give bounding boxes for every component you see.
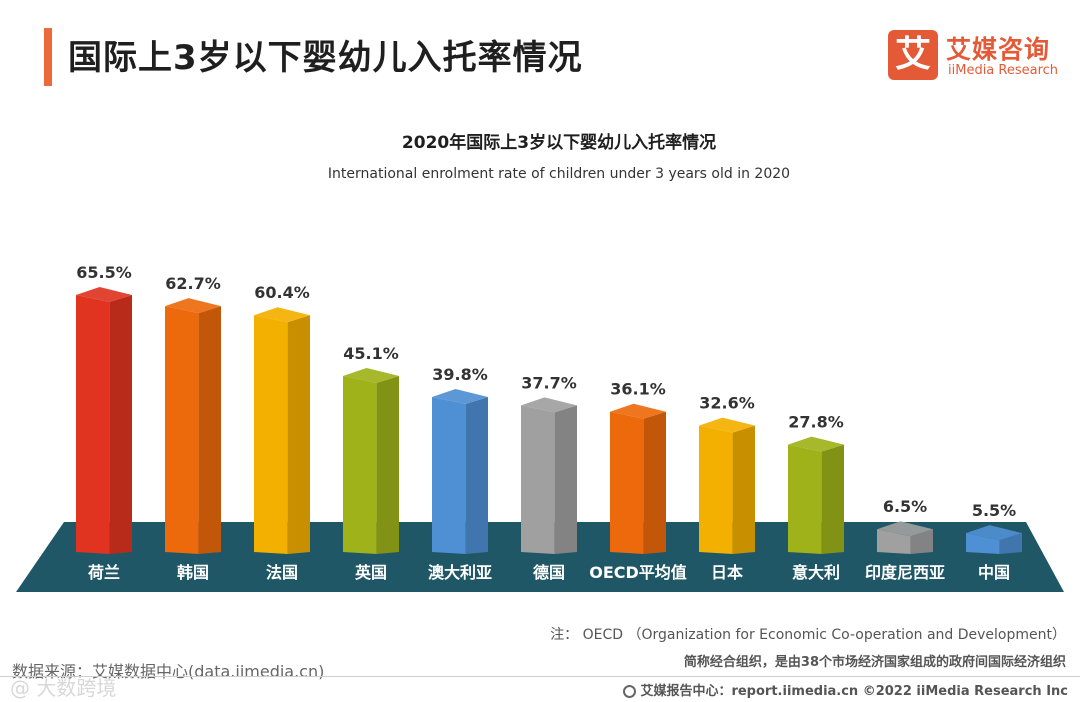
bar-top-face	[699, 417, 755, 433]
bar-side-face	[821, 444, 844, 554]
category-label-4: 澳大利亚	[428, 563, 492, 582]
bar-front-face	[343, 375, 377, 554]
data-label-2: 60.4%	[254, 283, 310, 302]
bar-5	[521, 397, 577, 554]
oecd-note-detail: 简称经合组织，是由38个市场经济国家组成的政府间国际经济组织	[683, 655, 1066, 670]
bar-front-face	[699, 425, 733, 554]
bar-top-face	[788, 436, 844, 452]
bar-side-face	[376, 375, 399, 554]
bar-top-face	[966, 525, 1022, 541]
category-label-9: 印度尼西亚	[865, 563, 945, 582]
category-label-3: 英国	[354, 563, 387, 582]
bar-side-face	[109, 295, 132, 554]
bar-front-face	[254, 315, 288, 554]
bar-side-face	[465, 397, 488, 554]
logo-mark: 艾	[888, 30, 938, 80]
bar-6	[610, 403, 666, 554]
bar-front-face	[966, 533, 1000, 554]
logo-cn-text: 艾媒咨询	[946, 35, 1051, 64]
bar-top-face	[877, 521, 933, 537]
logo-en-text: iiMedia Research	[948, 63, 1059, 78]
category-label-8: 意大利	[792, 563, 840, 582]
bar-side-face	[999, 533, 1022, 554]
globe-icon	[623, 685, 637, 698]
bar-top-face	[343, 367, 399, 383]
bar-side-face	[287, 315, 310, 554]
data-label-0: 65.5%	[76, 263, 132, 282]
data-label-7: 32.6%	[699, 394, 755, 413]
category-label-6: OECD平均值	[589, 563, 687, 582]
bar-1	[165, 298, 221, 554]
data-label-1: 62.7%	[165, 274, 221, 293]
footer-divider	[0, 676, 1080, 677]
chart-subtitle: International enrolment rate of children…	[328, 166, 790, 182]
bar-top-face	[254, 307, 310, 323]
bar-top-face	[521, 397, 577, 413]
bar-front-face	[432, 397, 466, 554]
bar-10	[966, 525, 1022, 554]
category-label-10: 中国	[978, 563, 1010, 582]
bar-front-face	[788, 444, 822, 554]
bar-4	[432, 389, 488, 554]
bar-front-face	[877, 529, 911, 554]
bar-top-face	[165, 298, 221, 314]
bar-top-face	[432, 389, 488, 405]
category-label-2: 法国	[266, 563, 298, 582]
bar-top-face	[76, 287, 132, 302]
bar-front-face	[521, 405, 555, 554]
bar-8	[788, 436, 844, 554]
bar-side-face	[732, 425, 755, 554]
category-label-7: 日本	[711, 563, 743, 582]
bar-9	[877, 521, 933, 554]
bar-front-face	[610, 411, 644, 554]
bar-front-face	[76, 295, 110, 554]
bar-side-face	[910, 529, 933, 554]
watermark: @ 大数跨境	[10, 676, 117, 700]
category-label-0: 荷兰	[88, 563, 120, 582]
bar-3	[343, 367, 399, 554]
bar-side-face	[554, 405, 577, 554]
data-label-9: 6.5%	[883, 497, 927, 516]
brand-logo: 艾 艾媒咨询 iiMedia Research	[888, 28, 1068, 84]
category-label-1: 韩国	[177, 563, 209, 582]
data-label-6: 36.1%	[610, 380, 666, 399]
bar-front-face	[165, 306, 199, 554]
footer: 艾媒报告中心：report.iimedia.cn ©2022 iiMedia R…	[623, 680, 1068, 699]
bar-top-face	[610, 403, 666, 419]
bar-side-face	[643, 411, 666, 554]
data-label-4: 39.8%	[432, 365, 488, 384]
data-label-8: 27.8%	[788, 413, 844, 432]
category-label-5: 德国	[533, 563, 565, 582]
chart-title: 2020年国际上3岁以下婴幼儿入托率情况	[402, 132, 716, 153]
page-title: 国际上3岁以下婴幼儿入托率情况	[68, 38, 583, 78]
bar-7	[699, 417, 755, 554]
data-label-3: 45.1%	[343, 344, 399, 363]
header-accent-bar	[44, 28, 52, 86]
footer-text: 艾媒报告中心：report.iimedia.cn ©2022 iiMedia R…	[640, 684, 1068, 699]
oecd-note: 注： OECD （Organization for Economic Co-op…	[550, 627, 1066, 643]
data-label-5: 37.7%	[521, 373, 577, 392]
bar-side-face	[198, 306, 221, 554]
data-label-10: 5.5%	[972, 501, 1016, 520]
bar-0	[76, 287, 132, 554]
bar-2	[254, 307, 310, 554]
